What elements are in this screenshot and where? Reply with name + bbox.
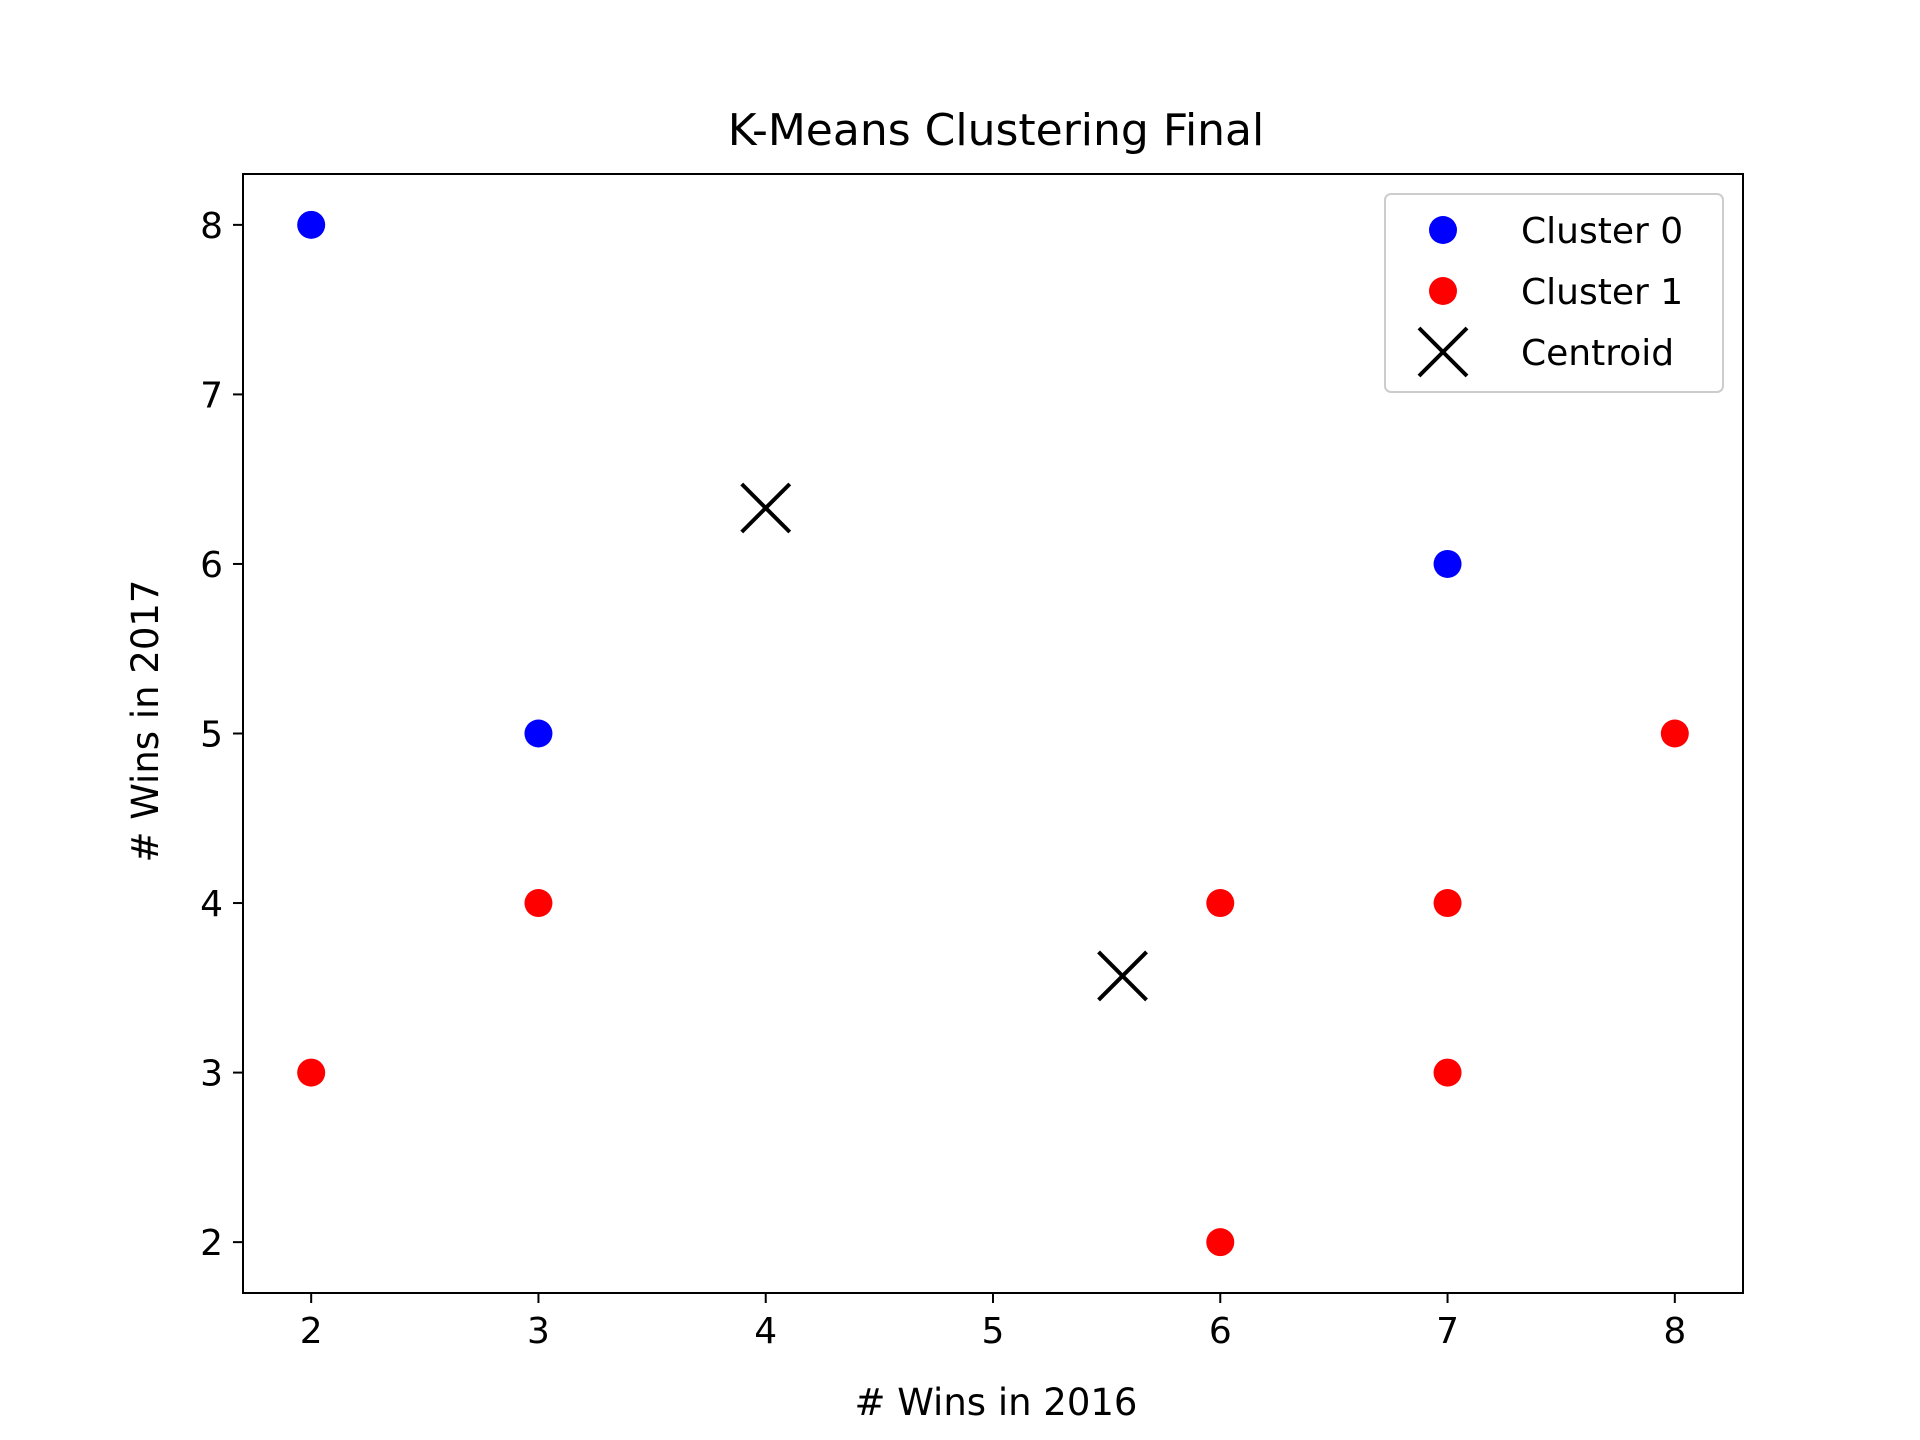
cluster-1-point [524,889,553,918]
legend-cluster-0-marker [1429,216,1457,244]
legend: Cluster 0 Cluster 1 Centroid [1384,193,1724,393]
chart-title: K-Means Clustering Final [728,105,1265,156]
y-tick-label: 5 [200,715,223,756]
x-tick-label: 5 [982,1311,1005,1352]
x-tick-label: 6 [1209,1311,1232,1352]
legend-cluster-1-marker [1429,277,1457,305]
centroid-marker [740,482,792,534]
x-tick-label: 4 [754,1311,777,1352]
x-tick-label: 8 [1663,1311,1686,1352]
cluster-1-point [1433,1058,1462,1087]
centroid-stroke [740,482,792,534]
cluster-1-point [297,1058,326,1087]
y-tick-label: 2 [200,1223,223,1264]
cluster-1-point [1206,889,1235,918]
y-tick-label: 4 [200,884,223,925]
x-tick-label: 3 [527,1311,550,1352]
cluster-0-point [297,210,326,239]
plot-area: 2 3 4 5 6 7 8 2 3 4 5 6 7 8 [200,173,1744,1352]
legend-centroid-label: Centroid [1521,333,1674,374]
cluster-0-point [1433,549,1462,578]
y-tick-label: 8 [200,206,223,247]
cluster-1-point [1206,1228,1235,1257]
legend-centroid-marker [1417,326,1469,378]
legend-cluster-1-label: Cluster 1 [1521,272,1683,313]
x-tick-label: 2 [300,1311,323,1352]
y-tick-label: 3 [200,1054,223,1095]
cluster-0-point [524,719,553,748]
y-tick-label: 6 [200,545,223,586]
legend-cluster-0-label: Cluster 0 [1521,211,1683,252]
cluster-1-point [1433,889,1462,918]
x-tick-label: 7 [1436,1311,1459,1352]
cluster-1-point [1660,719,1689,748]
x-axis-label: # Wins in 2016 [855,1381,1138,1424]
centroid-stroke [1417,326,1469,378]
centroid-marker [1097,950,1148,1002]
y-axis-label: # Wins in 2017 [124,580,167,863]
legend-box [1384,193,1724,393]
centroid-stroke [1097,950,1148,1002]
y-tick-label: 7 [200,375,223,416]
